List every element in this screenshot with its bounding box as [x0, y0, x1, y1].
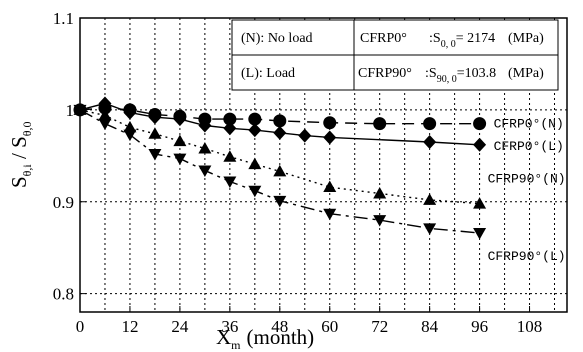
x-axis-unit: (month)	[247, 325, 315, 349]
legend-key-load: (L): Load	[241, 66, 295, 81]
x-axis-subscript: m	[231, 338, 241, 352]
data-point-circle	[273, 114, 287, 128]
data-point-triangle-up	[373, 186, 387, 199]
x-tick-label: 60	[321, 317, 338, 336]
y-axis-symbol-1: S	[7, 176, 31, 188]
data-point-triangle-down	[323, 208, 337, 221]
x-axis-title: Xm (month)	[216, 325, 314, 352]
data-point-triangle-down	[373, 215, 387, 227]
data-point-triangle-down	[248, 185, 262, 198]
data-point-diamond	[473, 137, 487, 152]
axes: 0 12 24 36 48 60 72 84 96 108 0.8 0.9 1 1.1	[53, 9, 568, 336]
data-point-triangle-up	[198, 141, 212, 154]
plot-frame	[79, 17, 568, 313]
data-point-triangle-down	[173, 153, 187, 166]
x-tick-label: 48	[271, 317, 288, 336]
legend-material-cfrp0: CFRP0°	[360, 31, 407, 46]
data-point-triangle-down	[223, 176, 237, 189]
data-point-circle	[323, 116, 337, 130]
data-point-triangle-down	[148, 148, 162, 161]
series-triangle-down: CFRP90°(L)	[73, 104, 566, 264]
data-point-triangle-down	[198, 165, 212, 178]
y-axis-subscript-1: θ,i	[20, 164, 34, 177]
grid	[80, 18, 567, 312]
series-circle: CFRP0°(N)	[73, 101, 564, 132]
y-axis-symbol-2: / S	[7, 136, 31, 164]
data-point-triangle-down	[98, 118, 112, 131]
x-tick-label: 36	[221, 317, 238, 336]
x-tick-label: 72	[371, 317, 388, 336]
data-point-triangle-up	[423, 193, 437, 205]
x-tick-label: 0	[76, 317, 85, 336]
data-point-triangle-down	[473, 227, 487, 240]
x-axis-symbol: X	[216, 325, 231, 349]
legend-formula-prefix: :S	[429, 31, 441, 46]
data-point-triangle-up	[173, 134, 187, 147]
legend: (N): No load (L): Load CFRP0° :S0, 0= 21…	[231, 19, 559, 91]
data-point-diamond	[423, 135, 437, 150]
data-point-diamond	[298, 128, 312, 143]
y-tick-label: 0.9	[53, 193, 74, 212]
data-point-diamond	[173, 112, 187, 127]
y-tick-label: 1	[66, 101, 75, 120]
data-point-diamond	[123, 105, 137, 120]
series-layer: CFRP0°(N) CFRP0°(L) CFRP90°(N) CFRP90°(L)	[73, 96, 566, 264]
data-point-circle	[248, 112, 262, 126]
data-point-triangle-up	[273, 164, 287, 177]
series-triangle-up: CFRP90°(N)	[73, 103, 566, 209]
legend-formula-value: = 2174	[456, 31, 495, 46]
data-point-triangle-up	[123, 120, 137, 133]
y-tick-label: 0.8	[53, 285, 74, 304]
x-tick-label: 12	[121, 317, 138, 336]
data-point-triangle-up	[323, 180, 337, 193]
legend-formula-subscript: 90, 0	[437, 74, 457, 85]
data-point-triangle-down	[123, 129, 137, 142]
data-point-diamond	[98, 96, 112, 111]
data-point-triangle-down	[273, 195, 287, 208]
legend-key-noload: (N): No load	[241, 31, 313, 46]
legend-unit-cfrp90: (MPa)	[508, 66, 544, 81]
legend-formula-subscript: 0, 0	[441, 39, 456, 50]
data-point-triangle-up	[98, 108, 112, 121]
data-point-diamond	[223, 121, 237, 136]
data-point-triangle-down	[423, 223, 437, 235]
data-point-diamond	[148, 110, 162, 125]
data-point-diamond	[273, 125, 287, 140]
data-point-triangle-up	[148, 127, 162, 139]
data-point-circle	[373, 117, 387, 131]
data-point-triangle-up	[223, 150, 237, 162]
x-tick-label: 108	[517, 317, 543, 336]
x-tick-label: 96	[471, 317, 488, 336]
y-axis-subscript-2: θ,0	[20, 121, 34, 136]
legend-formula-prefix: :S	[425, 66, 437, 81]
y-axis-title: Sθ,i / Sθ,0	[7, 121, 34, 188]
data-point-triangle-up	[473, 197, 487, 209]
series-diamond: CFRP0°(L)	[73, 96, 564, 154]
data-point-circle	[423, 117, 437, 131]
y-tick-label: 1.1	[53, 9, 74, 28]
legend-formula-cfrp0: :S0, 0= 2174	[429, 31, 495, 50]
legend-formula-cfrp90: :S90, 0=103.8	[425, 66, 496, 85]
legend-material-cfrp90: CFRP90°	[358, 66, 412, 81]
data-point-diamond	[248, 123, 262, 138]
data-point-triangle-up	[248, 157, 262, 170]
data-point-diamond	[323, 130, 337, 145]
series-label: CFRP0°(N)	[494, 117, 564, 132]
series-label: CFRP90°(N)	[488, 172, 566, 187]
x-tick-label: 24	[171, 317, 189, 336]
legend-unit-cfrp0: (MPa)	[508, 31, 544, 46]
x-tick-label: 84	[421, 317, 439, 336]
data-point-circle	[223, 112, 237, 126]
series-label: CFRP90°(L)	[488, 249, 566, 264]
legend-formula-value: =103.8	[457, 66, 496, 81]
data-point-circle	[473, 117, 487, 131]
series-label: CFRP0°(L)	[494, 139, 564, 154]
data-point-diamond	[198, 118, 212, 133]
